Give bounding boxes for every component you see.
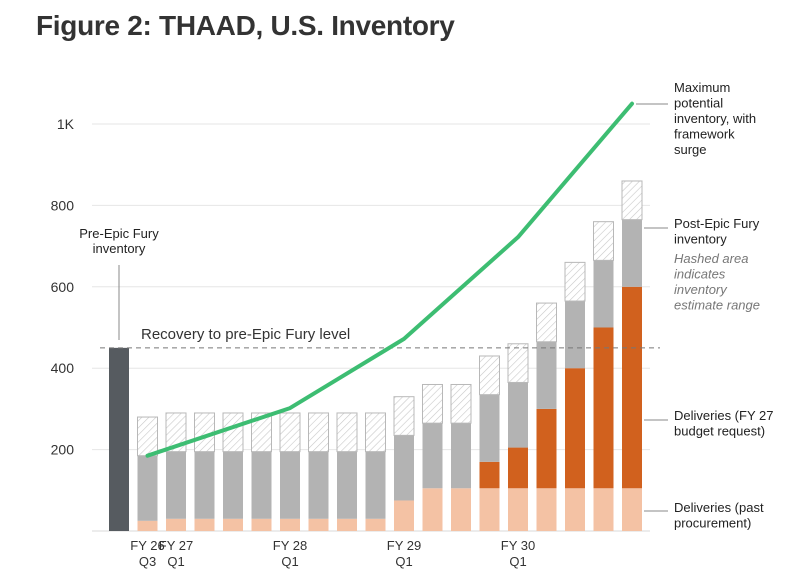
bar-segment-series-3 <box>308 412 329 453</box>
annotation-deliveries-past: Deliveries (past <box>674 500 764 515</box>
bar-segment-series-2 <box>337 451 357 519</box>
bar-segment-series-1 <box>565 368 585 489</box>
annotation-max-potential: surge <box>674 142 707 157</box>
bar-segment-series-1 <box>622 286 642 489</box>
x-tick-label: FY 30 <box>501 538 535 553</box>
bar-segment-series-3 <box>536 302 557 343</box>
bar-segment-series-3 <box>564 261 586 302</box>
bar-segment-series-2 <box>508 382 528 448</box>
bar-segment-series-0 <box>166 518 186 531</box>
bar-segment-series-0 <box>251 518 272 531</box>
bar-segment-series-3 <box>621 180 643 221</box>
bar-segment-series-0 <box>536 488 557 531</box>
bar-segment-series-2 <box>137 455 158 521</box>
x-tick-label: Q3 <box>139 554 156 569</box>
annotation-post-epic: inventory <box>674 232 727 247</box>
annotation-hashed-note: estimate range <box>674 298 760 313</box>
y-tick-label: 1K <box>57 116 75 132</box>
annotation-deliveries-past: procurement) <box>674 516 751 531</box>
bar-segment-series-3 <box>507 343 529 383</box>
bar-segment-series-2 <box>622 219 642 287</box>
x-tick-label: Q1 <box>509 554 526 569</box>
annotation-hashed-note: inventory <box>674 282 728 297</box>
bar-segment-series-3 <box>279 412 301 453</box>
bar-segment-series-0 <box>451 488 471 531</box>
annotation-max-potential: Maximum <box>674 80 730 95</box>
recovery-line-label: Recovery to pre-Epic Fury level <box>141 326 350 343</box>
bar-segment-series-0 <box>137 520 158 531</box>
bar-segment-series-0 <box>365 518 386 531</box>
max-potential-line <box>145 101 634 458</box>
annotation-post-epic: Post-Epic Fury <box>674 216 760 231</box>
bar-segment-series-2 <box>565 301 585 369</box>
x-tick-label: Q1 <box>167 554 184 569</box>
y-tick-label: 200 <box>51 442 75 458</box>
bar-segment-series-0 <box>308 518 329 531</box>
bar-segment-series-1 <box>593 327 614 489</box>
bar-segment-series-0 <box>479 488 500 531</box>
bar-segment-series-3 <box>336 412 358 453</box>
bar-segment-series-2 <box>593 260 614 328</box>
bar-segment-series-3 <box>450 383 472 424</box>
annotation-max-potential: inventory, with <box>674 111 756 126</box>
bar-segment-series-2 <box>251 451 272 519</box>
bar-segment-series-2 <box>308 451 329 519</box>
bar-segment-series-3 <box>137 416 158 457</box>
bar-segment-series-0 <box>622 488 642 531</box>
bar-pre-epic-fury <box>109 347 129 531</box>
bar-segment-series-1 <box>479 461 500 489</box>
bar-segment-series-3 <box>165 412 187 453</box>
bar-segment-series-0 <box>223 518 243 531</box>
annotation-deliveries-budget: budget request) <box>674 424 765 439</box>
bar-segment-series-2 <box>223 451 243 519</box>
x-tick-label: FY 28 <box>273 538 307 553</box>
y-tick-label: 400 <box>51 360 75 376</box>
bar-segment-series-2 <box>365 451 386 519</box>
bar-segment-series-2 <box>536 341 557 409</box>
annotation-max-potential: framework <box>674 127 735 142</box>
x-tick-label: FY 26 <box>130 538 164 553</box>
bars-layer <box>109 180 643 531</box>
bar-segment-series-3 <box>222 412 244 453</box>
bar-segment-series-0 <box>565 488 585 531</box>
labels-layer: 200 400 600 800 1K Recovery to pre-Epic Fury … <box>51 80 774 569</box>
lines-layer <box>100 101 660 458</box>
y-tick-label: 600 <box>51 279 75 295</box>
bar-segment-series-3 <box>251 412 272 453</box>
bar-segment-series-0 <box>337 518 357 531</box>
bar-segment-series-0 <box>508 488 528 531</box>
x-tick-label: Q1 <box>395 554 412 569</box>
bar-segment-series-0 <box>194 518 215 531</box>
annotation-pre-epic: Pre-Epic Fury <box>79 226 159 241</box>
bar-segment-series-2 <box>394 435 414 501</box>
bar-segment-series-0 <box>394 500 414 531</box>
bar-segment-series-0 <box>422 488 443 531</box>
bar-segment-series-3 <box>593 221 614 261</box>
y-tick-label: 800 <box>51 197 75 213</box>
bar-segment-series-2 <box>479 394 500 462</box>
bar-segment-series-3 <box>479 355 500 396</box>
bar-segment-series-2 <box>280 451 300 519</box>
bar-segment-series-3 <box>365 412 386 453</box>
bar-segment-series-1 <box>508 447 528 489</box>
bar-segment-series-1 <box>536 408 557 489</box>
bar-segment-series-2 <box>422 423 443 489</box>
annotation-pre-epic: inventory <box>93 241 146 256</box>
bar-segment-series-0 <box>280 518 300 531</box>
bar-segment-series-3 <box>393 396 415 436</box>
chart-title: Figure 2: THAAD, U.S. Inventory <box>36 10 455 41</box>
annotation-deliveries-budget: Deliveries (FY 27 <box>674 408 773 423</box>
x-tick-label: FY 29 <box>387 538 421 553</box>
bar-segment-series-0 <box>593 488 614 531</box>
bar-segment-series-2 <box>451 423 471 489</box>
bar-segment-series-2 <box>166 451 186 519</box>
annotation-hashed-note: Hashed area <box>674 251 748 266</box>
annotation-hashed-note: indicates <box>674 267 726 282</box>
bar-segment-series-3 <box>422 383 443 424</box>
bar-segment-series-2 <box>194 451 215 519</box>
x-tick-label: Q1 <box>281 554 298 569</box>
x-tick-label: FY 27 <box>159 538 193 553</box>
annotation-max-potential: potential <box>674 96 723 111</box>
